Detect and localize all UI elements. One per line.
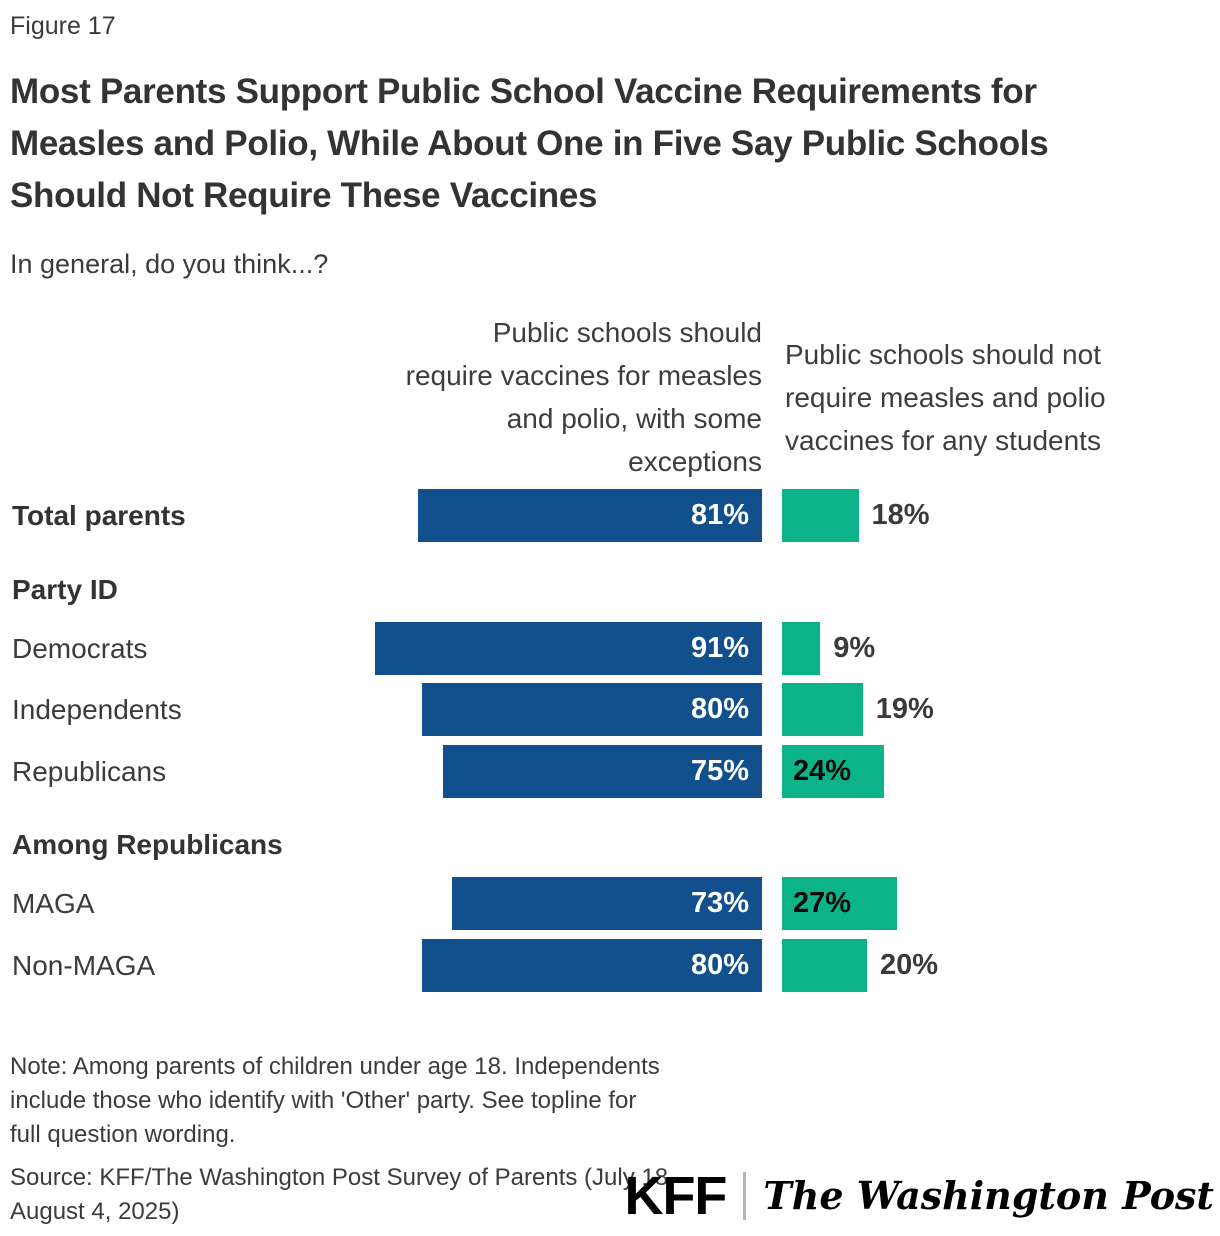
footer-logos: KFF The Washington Post [624,1166,1214,1226]
row-label: Total parents [12,500,186,531]
bar-not-require-value: 27% [793,887,852,919]
bar-not-require-value: 19% [875,693,934,725]
logo-divider [743,1172,747,1220]
row-label: Non-MAGA [12,949,156,981]
kff-logo: KFF [624,1166,727,1226]
row-label: Democrats [12,632,148,664]
figure-label: Figure 17 [10,12,116,40]
note-text: Note: Among parents of children under ag… [10,1053,660,1148]
row-label: MAGA [12,888,95,919]
bar-not-require-value: 9% [833,631,876,664]
bar-require-value: 91% [690,631,749,664]
bar-not-require [782,489,859,542]
section-header: Among Republicans [12,829,283,860]
bar-require-value: 80% [690,948,749,981]
chart-row: MAGA 73% 27% [0,877,1220,930]
bar-require: 91% [375,621,762,675]
bar-chart: Total parents 81% 18% Party ID Democrats 91% 9… [0,489,1220,994]
bar-not-require [782,938,867,992]
chart-row: Independents 80% 19% [0,683,1220,736]
bar-require-value: 80% [690,693,749,725]
bar-not-require-value: 24% [793,754,852,787]
bar-not-require-value: 20% [880,948,939,981]
chart-row: Total parents 81% 18% [0,489,1220,542]
chart-row: Republicans 75% 24% [0,744,1220,798]
bar-require: 81% [417,489,762,542]
bar-require: 73% [451,877,762,930]
column-header-require: Public schools should require vaccines f… [405,317,762,477]
bar-require: 75% [443,744,762,798]
column-header-not-require: Public schools should not require measle… [785,339,1106,456]
bar-require: 80% [422,683,762,736]
bar-require: 80% [422,938,762,992]
bar-not-require: 24% [782,744,884,798]
bar-require-value: 73% [690,887,749,919]
source-text: Source: KFF/The Washington Post Survey o… [10,1164,677,1225]
section-header: Party ID [12,573,118,605]
bar-not-require-value: 18% [871,499,930,531]
chart-row: Democrats 91% 9% [0,621,1220,675]
row-label: Republicans [12,755,167,787]
bar-not-require [782,683,863,736]
bar-not-require [782,621,821,675]
washington-post-logo: The Washington Post [763,1173,1214,1218]
row-label: Independents [12,694,182,725]
chart-subtitle: In general, do you think...? [10,249,329,279]
chart-row: Non-MAGA 80% 20% [0,938,1220,992]
bar-not-require: 27% [782,877,897,930]
bar-require-value: 75% [690,754,749,787]
chart-title: Most Parents Support Public School Vacci… [10,72,1049,215]
bar-require-value: 81% [690,499,749,531]
